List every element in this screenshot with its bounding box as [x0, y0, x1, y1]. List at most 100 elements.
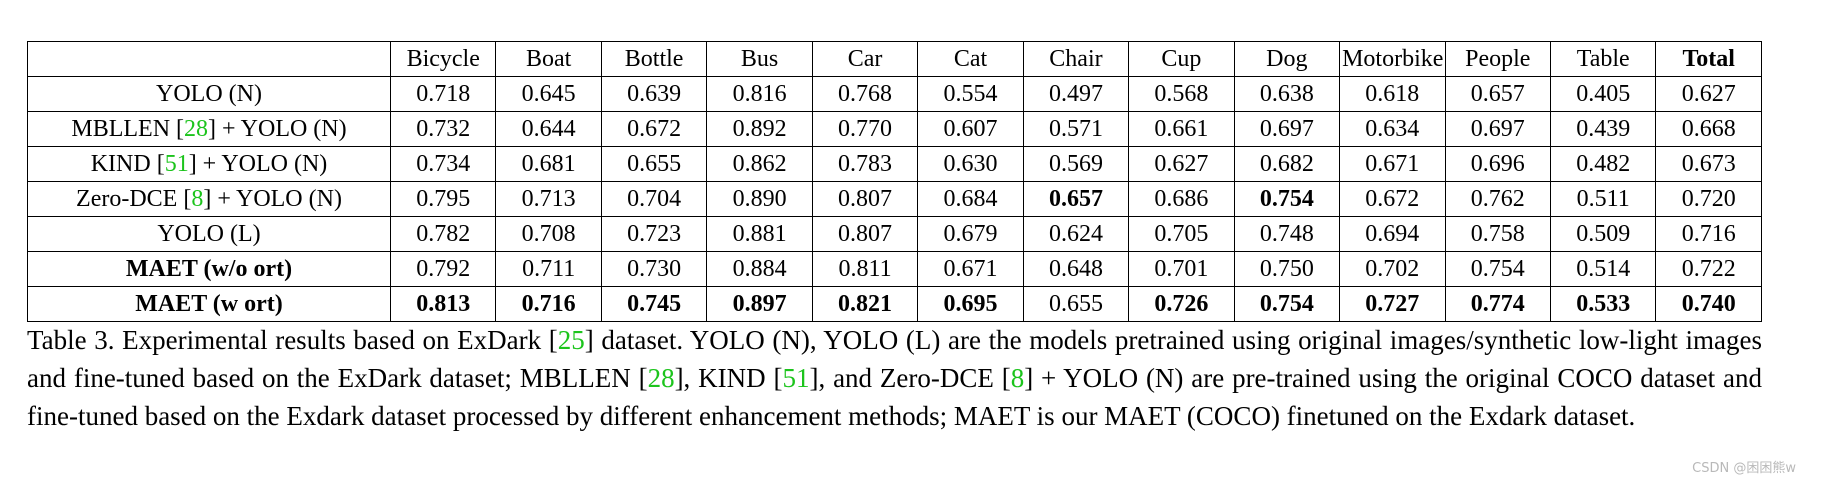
value-cell: 0.890 — [706, 181, 813, 217]
method-cell: MBLLEN [28] + YOLO (N) — [27, 111, 391, 147]
col-header-total: Total — [1655, 41, 1762, 77]
table-caption: Table 3. Experimental results based on E… — [27, 321, 1762, 435]
table-row: MAET (w/o ort) 0.792 0.711 0.730 0.884 0.811 0… — [27, 251, 1762, 287]
value-cell: 0.607 — [917, 111, 1024, 147]
value-cell: 0.718 — [389, 76, 497, 112]
value-cell: 0.723 — [600, 216, 708, 252]
col-header-motorbike: Motorbike — [1339, 41, 1446, 77]
value-cell: 0.482 — [1549, 146, 1657, 182]
method-label: KIND [ — [90, 150, 165, 177]
value-cell: 0.711 — [495, 251, 602, 287]
value-cell: 0.727 — [1339, 286, 1446, 322]
value-cell: 0.679 — [917, 216, 1024, 252]
value-cell: 0.638 — [1233, 76, 1341, 112]
table-row: MAET (w ort) 0.813 0.716 0.745 0.897 0.821 0.6… — [27, 286, 1762, 322]
value-cell: 0.745 — [600, 286, 708, 322]
method-cell: KIND [51] + YOLO (N) — [27, 146, 391, 182]
value-cell: 0.697 — [1444, 111, 1551, 147]
value-cell: 0.748 — [1233, 216, 1341, 252]
method-label: YOLO (N) — [156, 80, 262, 107]
value-cell: 0.497 — [1022, 76, 1130, 112]
value-cell: 0.754 — [1233, 286, 1341, 322]
value-cell: 0.511 — [1549, 181, 1657, 217]
value-cell: 0.672 — [1339, 181, 1446, 217]
value-cell: 0.655 — [600, 146, 708, 182]
col-header-table: Table — [1549, 41, 1657, 77]
col-header-dog: Dog — [1233, 41, 1341, 77]
value-cell: 0.514 — [1549, 251, 1657, 287]
table-row: YOLO (L) 0.782 0.708 0.723 0.881 0.807 0.679 0.… — [27, 216, 1762, 252]
table-row: YOLO (N) 0.718 0.645 0.639 0.816 0.768 0.554 0.… — [27, 76, 1762, 112]
value-cell: 0.671 — [917, 251, 1024, 287]
citation-link[interactable]: 8 — [1010, 363, 1025, 393]
method-label: Zero-DCE [ — [76, 185, 192, 212]
value-cell: 0.701 — [1128, 251, 1235, 287]
citation-link[interactable]: 51 — [782, 363, 810, 393]
value-cell: 0.720 — [1655, 181, 1762, 217]
value-cell: 0.702 — [1339, 251, 1446, 287]
value-cell: 0.645 — [495, 76, 602, 112]
value-cell: 0.684 — [917, 181, 1024, 217]
value-cell: 0.695 — [917, 286, 1024, 322]
value-cell: 0.671 — [1339, 146, 1446, 182]
value-cell: 0.639 — [600, 76, 708, 112]
value-cell: 0.657 — [1022, 181, 1130, 217]
value-cell: 0.730 — [600, 251, 708, 287]
caption-text: ], KIND [ — [674, 363, 783, 393]
citation-link[interactable]: 25 — [557, 325, 585, 355]
value-cell: 0.754 — [1444, 251, 1551, 287]
col-header-bottle: Bottle — [600, 41, 708, 77]
results-table: Bicycle Boat Bottle Bus Car Cat Chair Cu… — [27, 41, 1762, 322]
col-header-cat: Cat — [917, 41, 1024, 77]
caption-text: ] + YOLO (N) are pre-trained using the o… — [27, 363, 1762, 431]
col-header-bicycle: Bicycle — [389, 41, 497, 77]
value-cell: 0.807 — [811, 181, 919, 217]
value-cell: 0.627 — [1655, 76, 1762, 112]
col-header-people: People — [1444, 41, 1551, 77]
value-cell: 0.686 — [1128, 181, 1235, 217]
value-cell: 0.644 — [495, 111, 602, 147]
citation-link[interactable]: 28 — [184, 115, 209, 142]
caption-text: ] dataset. YOLO (N), YOLO (L) are the mo… — [27, 325, 1762, 393]
citation-link[interactable]: 8 — [191, 185, 204, 212]
value-cell: 0.734 — [389, 146, 497, 182]
value-cell: 0.672 — [600, 111, 708, 147]
value-cell: 0.708 — [495, 216, 602, 252]
value-cell: 0.705 — [1128, 216, 1235, 252]
value-cell: 0.627 — [1128, 146, 1235, 182]
value-cell: 0.762 — [1444, 181, 1551, 217]
value-cell: 0.630 — [917, 146, 1024, 182]
value-cell: 0.648 — [1022, 251, 1130, 287]
value-cell: 0.816 — [706, 76, 813, 112]
value-cell: 0.862 — [706, 146, 813, 182]
value-cell: 0.782 — [389, 216, 497, 252]
method-cell: MAET (w ort) — [27, 286, 391, 322]
value-cell: 0.807 — [811, 216, 919, 252]
value-cell: 0.569 — [1022, 146, 1130, 182]
method-cell: YOLO (L) — [27, 216, 391, 252]
value-cell: 0.634 — [1339, 111, 1446, 147]
value-cell: 0.405 — [1549, 76, 1657, 112]
value-cell: 0.682 — [1233, 146, 1341, 182]
col-header-bus: Bus — [706, 41, 813, 77]
method-label: MAET (w ort) — [135, 290, 283, 317]
value-cell: 0.811 — [811, 251, 919, 287]
value-cell: 0.768 — [811, 76, 919, 112]
col-header-cup: Cup — [1128, 41, 1235, 77]
watermark: CSDN @困困熊w — [1692, 461, 1796, 476]
value-cell: 0.897 — [706, 286, 813, 322]
value-cell: 0.770 — [811, 111, 919, 147]
col-header-chair: Chair — [1022, 41, 1130, 77]
caption-text: ], and Zero-DCE [ — [809, 363, 1011, 393]
value-cell: 0.821 — [811, 286, 919, 322]
citation-link[interactable]: 28 — [647, 363, 675, 393]
value-cell: 0.795 — [389, 181, 497, 217]
value-cell: 0.758 — [1444, 216, 1551, 252]
citation-link[interactable]: 51 — [164, 150, 189, 177]
header-row: Bicycle Boat Bottle Bus Car Cat Chair Cu… — [27, 41, 1762, 77]
value-cell: 0.657 — [1444, 76, 1551, 112]
value-cell: 0.716 — [1655, 216, 1762, 252]
value-cell: 0.697 — [1233, 111, 1341, 147]
value-cell: 0.668 — [1655, 111, 1762, 147]
value-cell: 0.813 — [389, 286, 497, 322]
